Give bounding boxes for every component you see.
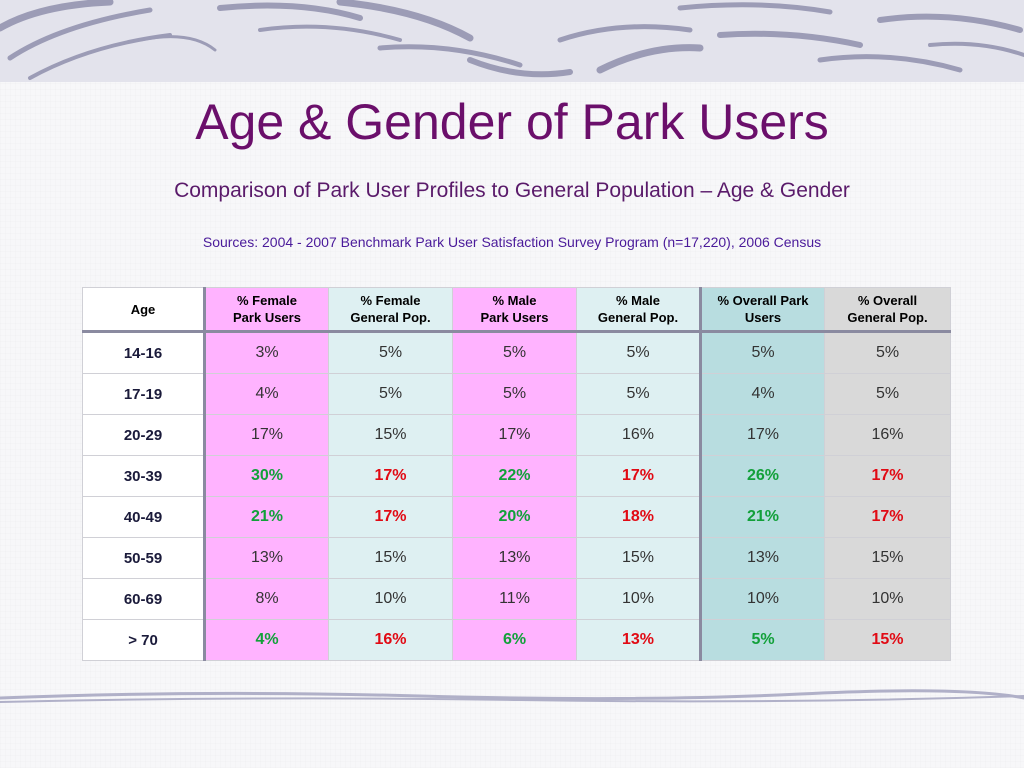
age-group-cell: > 70 [82,619,206,661]
age-group-cell: 40-49 [82,496,206,538]
table-row: 14-16 3% 5% 5% 5% 5% 5% [82,331,951,374]
table-row: 20-29 17% 15% 17% 16% 17% 16% [82,414,951,456]
table-row: 60-69 8% 10% 11% 10% 10% 10% [82,578,951,620]
header-line: General Pop. [847,310,928,325]
table-row: 17-19 4% 5% 5% 5% 4% 5% [82,373,951,415]
cell-male-users: 22% [452,455,577,497]
header-male-general-pop: % Male General Pop. [576,287,701,333]
cell-male-users: 5% [452,331,577,374]
cell-female-gen: 10% [328,578,453,620]
cell-male-gen: 5% [576,331,701,374]
cell-overall-gen: 10% [824,578,951,620]
header-line: % Male [492,293,537,308]
cell-overall-gen: 5% [824,373,951,415]
age-group-cell: 17-19 [82,373,206,415]
cell-female-users: 4% [204,619,329,661]
cell-female-users: 3% [204,331,329,374]
cell-male-users: 6% [452,619,577,661]
table-row: 40-49 21% 17% 20% 18% 21% 17% [82,496,951,538]
header-line: % Female [237,293,297,308]
cell-male-users: 5% [452,373,577,415]
header-line: Park Users [480,310,549,325]
cell-female-users: 21% [204,496,329,538]
cell-female-users: 4% [204,373,329,415]
cell-female-users: 30% [204,455,329,497]
cell-female-users: 8% [204,578,329,620]
swirl-line-icon [0,689,1024,703]
header-line: General Pop. [597,310,679,325]
cell-female-users: 17% [204,414,329,456]
header-line: % Female [360,293,421,308]
header-line: % Overall Park [717,293,809,308]
cell-male-users: 20% [452,496,577,538]
header-male-park-users: % Male Park Users [452,287,577,333]
cell-overall-gen: 16% [824,414,951,456]
age-group-cell: 20-29 [82,414,206,456]
cell-male-users: 13% [452,537,577,579]
header-line: Users [744,310,782,325]
slide-subtitle: Comparison of Park User Profiles to Gene… [174,179,850,202]
cell-male-users: 17% [452,414,577,456]
cell-female-gen: 16% [328,619,453,661]
cell-male-gen: 17% [576,455,701,497]
cell-overall-users: 10% [699,578,825,620]
header-female-park-users: % Female Park Users [204,287,329,333]
header-overall-general-pop: % Overall General Pop. [824,287,951,333]
header-line: % Male [615,293,661,308]
table-row: > 70 4% 16% 6% 13% 5% 15% [82,619,951,661]
cell-overall-gen: 17% [824,455,951,497]
cell-female-gen: 17% [328,455,453,497]
sources-note: Sources: 2004 - 2007 Benchmark Park User… [202,234,822,250]
cell-overall-users: 5% [699,331,825,374]
age-group-cell: 14-16 [82,331,206,374]
cell-male-gen: 5% [576,373,701,415]
age-group-cell: 60-69 [82,578,206,620]
cell-overall-users: 21% [699,496,825,538]
age-group-cell: 50-59 [82,537,206,579]
header-overall-park-users: % Overall Park Users [699,287,825,333]
cell-overall-gen: 17% [824,496,951,538]
header-line: % Overall [857,293,918,308]
cell-overall-gen: 5% [824,331,951,374]
cell-overall-users: 13% [699,537,825,579]
header-age: Age [82,287,206,333]
age-group-cell: 30-39 [82,455,206,497]
cell-overall-users: 5% [699,619,825,661]
cell-overall-gen: 15% [824,537,951,579]
swirl-decoration-icon [0,0,1024,80]
cell-female-gen: 5% [328,331,453,374]
decorative-header-band [0,0,1024,82]
cell-male-users: 11% [452,578,577,620]
cell-male-gen: 15% [576,537,701,579]
age-gender-table: Age % Female Park Users % Female General… [82,287,951,661]
cell-male-gen: 10% [576,578,701,620]
cell-overall-users: 17% [699,414,825,456]
cell-male-gen: 13% [576,619,701,661]
header-line: General Pop. [350,310,431,325]
cell-overall-users: 26% [699,455,825,497]
table-row: 50-59 13% 15% 13% 15% 13% 15% [82,537,951,579]
cell-male-gen: 16% [576,414,701,456]
cell-female-gen: 17% [328,496,453,538]
cell-overall-gen: 15% [824,619,951,661]
slide-title: Age & Gender of Park Users [195,94,829,150]
decorative-footer-band [0,686,1024,706]
cell-overall-users: 4% [699,373,825,415]
cell-female-gen: 15% [328,537,453,579]
cell-female-gen: 5% [328,373,453,415]
cell-female-gen: 15% [328,414,453,456]
header-line: Park Users [233,310,301,325]
header-female-general-pop: % Female General Pop. [328,287,453,333]
table-header-row: Age % Female Park Users % Female General… [82,287,951,333]
cell-male-gen: 18% [576,496,701,538]
cell-female-users: 13% [204,537,329,579]
table-row: 30-39 30% 17% 22% 17% 26% 17% [82,455,951,497]
